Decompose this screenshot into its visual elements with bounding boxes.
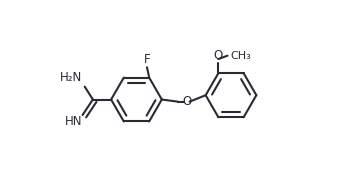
Text: H₂N: H₂N [60, 71, 83, 84]
Text: O: O [182, 95, 191, 108]
Text: O: O [214, 49, 223, 62]
Text: HN: HN [65, 115, 83, 128]
Text: CH₃: CH₃ [230, 51, 251, 61]
Text: F: F [144, 53, 150, 66]
